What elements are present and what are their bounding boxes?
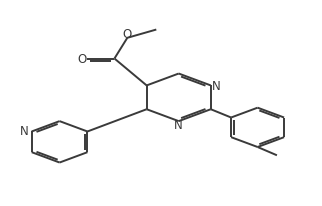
Text: N: N (212, 80, 220, 92)
Text: N: N (174, 118, 183, 131)
Text: O: O (123, 28, 132, 41)
Text: O: O (77, 52, 87, 65)
Text: N: N (20, 124, 29, 137)
